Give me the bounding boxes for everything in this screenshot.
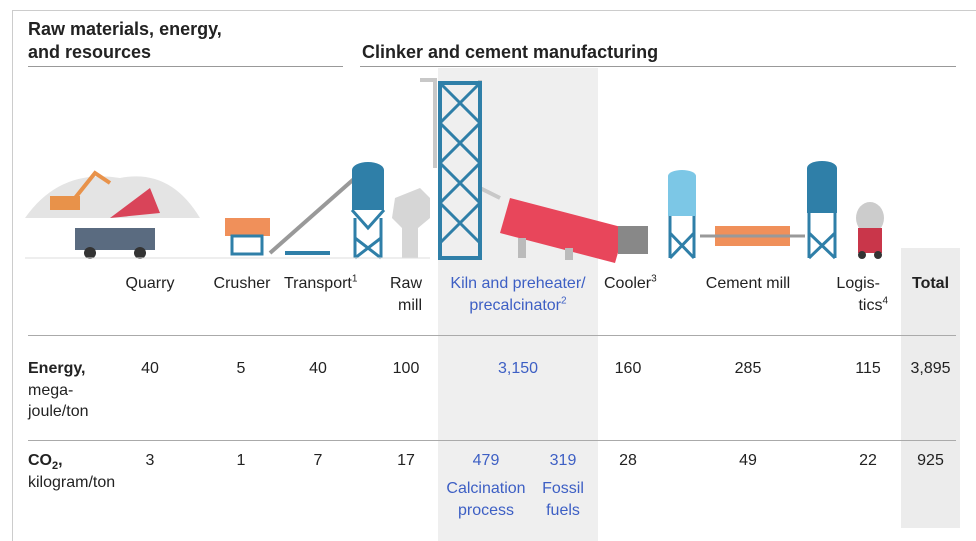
co2-value: 17 [397, 452, 415, 469]
row-unit: joule/ton [28, 403, 89, 420]
heading: Clinker and cement manufacturing [362, 42, 659, 62]
co2-value: 925 [917, 452, 944, 469]
stage-label: Cooler3 [604, 273, 657, 295]
energy-value: 115 [855, 360, 881, 377]
co2-value: 1 [236, 452, 246, 469]
row-unit: mega- [28, 382, 74, 399]
energy-value: 5 [236, 360, 246, 377]
stage-label: Quarry [125, 275, 175, 292]
energy-value: 40 [141, 360, 159, 377]
footnote-mark: 2 [561, 295, 567, 307]
energy-value: 40 [309, 360, 327, 377]
energy-value: 160 [614, 360, 642, 377]
frame-top [12, 10, 976, 11]
energy-value: 3,150 [497, 360, 539, 377]
stage-label: tics [858, 297, 883, 314]
co2-value: 3 [145, 452, 155, 469]
co2-value: 28 [619, 452, 637, 469]
heading: Raw materials, energy, [28, 19, 222, 39]
row-rule [28, 335, 956, 336]
stage-label: Transport1 [284, 273, 357, 295]
stage-label: Cement mill [705, 275, 791, 292]
value-caption: fuels [546, 502, 580, 519]
footnote-mark: 4 [882, 295, 888, 307]
total-column-bg [901, 248, 960, 528]
subscript: 2 [52, 460, 59, 473]
footnote-mark: 3 [651, 273, 657, 285]
row-label: Energy, [28, 360, 86, 377]
row-unit: kilogram/ton [28, 474, 116, 491]
stage-label: Raw [389, 275, 422, 292]
process-illustration [25, 78, 884, 263]
co2-value: 319 [549, 452, 577, 469]
co2-value: 49 [739, 452, 757, 469]
stage-label: precalcinator [469, 297, 562, 314]
stage-label: precalcinator2 [438, 295, 598, 317]
frame-left [12, 10, 13, 541]
co2-value: 7 [313, 452, 323, 469]
row-label: CO [28, 452, 52, 469]
footnote-mark: 1 [351, 273, 358, 285]
heading: and resources [28, 42, 152, 62]
energy-value: 3,895 [910, 360, 951, 377]
stage-label: Total [911, 275, 950, 292]
heading-rule [28, 66, 343, 67]
stage-label: Logis- [836, 275, 880, 292]
energy-value: 100 [392, 360, 420, 377]
value-caption: Fossil [542, 480, 584, 497]
value-caption: process [457, 502, 515, 519]
stage-label: mill [398, 297, 422, 314]
stage-label: Transport [284, 275, 352, 292]
stage-label: tics4 [820, 295, 888, 317]
row-label: , [58, 452, 63, 469]
value-caption: Calcination [446, 480, 526, 497]
stage-label: Kiln and preheater/ [450, 275, 586, 292]
co2-value: 22 [859, 452, 877, 469]
energy-value: 285 [734, 360, 762, 377]
stage-label: Cooler [604, 275, 652, 292]
heading-rule [360, 66, 956, 67]
co2-value: 479 [472, 452, 500, 469]
row-rule [28, 440, 956, 441]
row-label: CO2, [28, 450, 63, 472]
stage-label: Crusher [213, 275, 271, 292]
